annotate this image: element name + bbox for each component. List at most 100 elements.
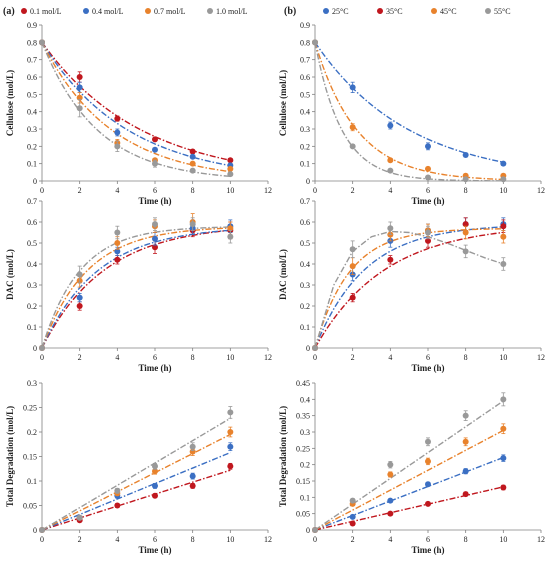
x-tick-label: 6: [153, 535, 157, 544]
legend-label: 0.1 mol/L: [30, 7, 62, 16]
data-point: [152, 146, 158, 153]
y-tick-label: 0.1: [27, 160, 37, 169]
plot-grid: 0 0.1 0.2 0.3 0.4 0.5 0.6 0.7 0.8 0.9 0 2 4 6 8 10 12 Tim…: [5, 7, 545, 555]
x-tick-label: 12: [264, 353, 272, 362]
fit-curve-4: [314, 230, 504, 349]
y-tick-label: 0.3: [27, 281, 37, 290]
fit-curve-3: [41, 433, 231, 531]
y-tick-label: 0: [33, 344, 37, 353]
x-tick-label: 2: [351, 186, 355, 195]
data-point: [227, 165, 234, 172]
y-tick-label: 0.8: [300, 38, 310, 47]
chart-a-dac: 0 0.1 0.2 0.3 0.4 0.5 0.6 0.7 0 2 4 6 8 10 12 Time (h) D…: [5, 197, 272, 373]
y-tick-label: 0.9: [300, 21, 310, 30]
data-point: [387, 225, 394, 232]
fit-curve-1: [314, 41, 504, 163]
data-point: [227, 233, 234, 240]
y-tick-label: 0.5: [300, 90, 310, 99]
y-tick-label: 0.2: [27, 302, 37, 311]
y-axis-title: Total Degradation (mol/L): [278, 406, 288, 507]
x-tick-label: 6: [426, 353, 430, 362]
data-point: [387, 510, 394, 517]
chart-b-cellulose: 0 0.1 0.2 0.3 0.4 0.5 0.6 0.7 0.8 0.9 0 2 4 6 8 10 12 Tim…: [278, 7, 545, 206]
y-tick-label: 0.6: [300, 218, 310, 227]
x-tick-label: 2: [78, 535, 82, 544]
y-tick-label: 0.1: [300, 160, 310, 169]
x-axis-title: Time (h): [138, 545, 171, 555]
y-tick-label: 0.7: [27, 56, 37, 65]
y-tick-label: 0.5: [27, 239, 37, 248]
legend: 0.1 mol/L 0.4 mol/L 0.7 mol/L 1.0 mol/L: [21, 7, 248, 16]
y-tick-label: 0.4: [300, 260, 310, 269]
data-point: [462, 491, 469, 498]
data-point: [349, 84, 356, 91]
legend-marker: [377, 8, 383, 14]
y-tick-label: 0.3: [300, 281, 310, 290]
data-point: [349, 143, 356, 150]
fit-curve-1: [41, 41, 231, 161]
fit-curve-4: [41, 42, 231, 178]
y-tick-label: 0.3: [27, 125, 37, 134]
data-point: [462, 176, 469, 183]
data-point: [500, 160, 507, 167]
x-tick-label: 10: [499, 535, 507, 544]
y-tick-label: 0.1: [27, 477, 37, 486]
y-tick-label: 0.2: [27, 428, 37, 437]
legend-label: 25°C: [332, 7, 349, 16]
fit-curve-3: [41, 42, 231, 173]
data-point: [500, 425, 507, 432]
fit-curve-1: [314, 226, 504, 349]
data-point: [425, 481, 431, 488]
y-tick-label: 0: [306, 177, 310, 186]
data-point: [152, 482, 158, 489]
y-axis-title: Cellulose (mol/L): [5, 70, 15, 136]
data-point: [462, 438, 469, 445]
y-tick-label: 0.7: [300, 56, 310, 65]
data-point: [462, 248, 469, 255]
y-tick-label: 0.6: [300, 73, 310, 82]
y-tick-label: 0.7: [27, 197, 37, 206]
fit-curve-4: [41, 226, 231, 349]
y-tick-label: 0.05: [296, 510, 310, 519]
legend-marker: [83, 8, 89, 14]
x-tick-label: 12: [537, 535, 545, 544]
data-point: [500, 223, 507, 230]
y-tick-label: 0.2: [300, 461, 310, 470]
legend-marker: [431, 8, 437, 14]
x-axis-title: Time (h): [138, 363, 171, 373]
data-point: [76, 74, 83, 80]
legend-marker: [485, 8, 491, 14]
x-tick-label: 4: [388, 535, 392, 544]
x-tick-label: 10: [226, 353, 234, 362]
legend-marker: [323, 8, 329, 14]
data-point: [462, 468, 469, 475]
x-tick-label: 8: [191, 186, 195, 195]
x-tick-label: 4: [388, 353, 392, 362]
y-tick-label: 0.45: [296, 379, 310, 388]
x-tick-label: 4: [115, 186, 119, 195]
y-tick-label: 0.25: [23, 404, 37, 413]
y-tick-label: 0.1: [300, 493, 310, 502]
x-tick-label: 12: [264, 535, 272, 544]
data-point: [500, 261, 507, 267]
x-axis-title: Time (h): [411, 363, 444, 373]
data-point: [152, 235, 158, 242]
data-point: [349, 294, 356, 301]
data-point: [425, 500, 431, 507]
data-point: [500, 176, 507, 183]
data-point: [76, 294, 83, 301]
y-tick-label: 0.3: [27, 379, 37, 388]
chart-a-cellulose: 0 0.1 0.2 0.3 0.4 0.5 0.6 0.7 0.8 0.9 0 2 4 6 8 10 12 Tim…: [5, 7, 272, 206]
fit-curve-1: [41, 229, 231, 349]
y-axis-title: Total Degradation (mol/L): [5, 406, 15, 507]
fit-curve-2: [41, 41, 231, 167]
x-tick-label: 10: [499, 353, 507, 362]
x-tick-label: 0: [40, 353, 44, 362]
y-tick-label: 0.4: [300, 395, 310, 404]
data-point: [114, 129, 121, 136]
data-point: [152, 463, 158, 470]
y-tick-label: 0.4: [27, 108, 37, 117]
x-tick-label: 12: [537, 186, 545, 195]
legend-marker: [21, 8, 27, 14]
